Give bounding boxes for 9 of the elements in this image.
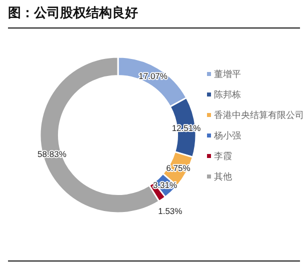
data-label: 17.07% — [138, 70, 168, 81]
chart-title: 图：公司股权结构良好 — [8, 5, 138, 20]
legend-label: 陈邦栋 — [214, 90, 241, 100]
legend-label: 香港中央结算有限公司 — [214, 110, 304, 120]
legend-label: 董增平 — [214, 69, 241, 79]
legend-label: 李霞 — [214, 151, 232, 161]
legend-label: 杨小强 — [213, 130, 241, 140]
data-label: 1.53% — [158, 206, 183, 216]
legend-label: 其他 — [214, 172, 232, 182]
